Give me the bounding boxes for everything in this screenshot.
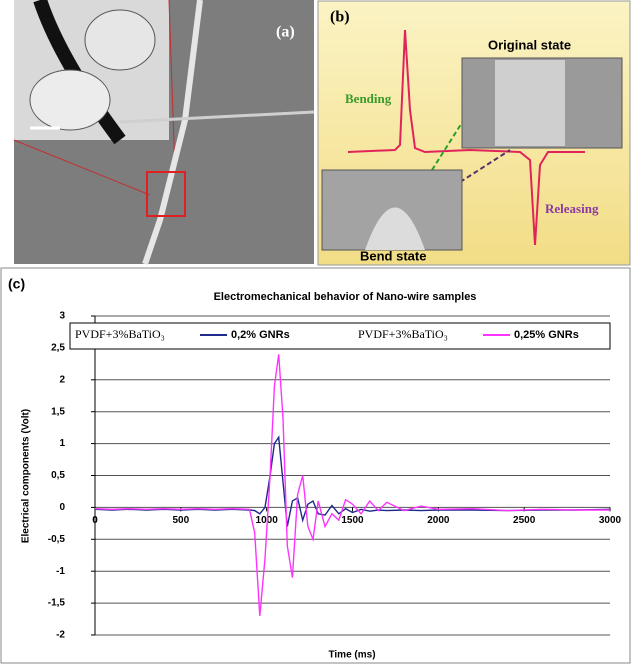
cell xyxy=(85,10,155,70)
y-tick-label: -0,5 xyxy=(48,534,66,545)
photo-detail xyxy=(495,60,565,146)
annotation: Original state xyxy=(488,37,571,52)
y-tick-label: 1 xyxy=(59,438,65,449)
panel-label: (b) xyxy=(330,9,350,26)
y-tick-label: 0 xyxy=(59,502,65,513)
y-tick-label: 3 xyxy=(59,311,65,322)
y-axis-label: Electrical components (Volt) xyxy=(21,409,32,543)
x-tick-label: 500 xyxy=(172,515,189,526)
panel-label: (c) xyxy=(8,276,25,292)
y-tick-label: 1,5 xyxy=(51,406,65,417)
x-axis-label: Time (ms) xyxy=(328,650,375,661)
x-tick-label: 1500 xyxy=(341,515,364,526)
legend-label: 0,2% GNRs xyxy=(231,329,290,341)
y-tick-label: 0,5 xyxy=(51,470,65,481)
annotation: Bending xyxy=(345,91,392,106)
figure: (a) (b) Original state Bending Releasing… xyxy=(0,0,631,664)
x-tick-label: 2500 xyxy=(513,515,536,526)
y-tick-label: 2 xyxy=(59,374,65,385)
annotation: Bend state xyxy=(360,248,426,263)
legend-label: 0,25% GNRs xyxy=(514,329,579,341)
panel-b: (b) Original state Bending Releasing Ben… xyxy=(318,1,630,265)
annotation: Releasing xyxy=(545,201,599,216)
panel-a: (a) xyxy=(14,0,314,264)
panel-label: (a) xyxy=(276,24,295,41)
y-tick-label: -1 xyxy=(56,566,65,577)
legend-prefix: PVDF+3%BaTiO₃ xyxy=(358,327,448,341)
y-tick-label: -1,5 xyxy=(48,598,66,609)
x-tick-label: 2000 xyxy=(427,515,450,526)
cell xyxy=(30,70,110,130)
figure-canvas: (a) (b) Original state Bending Releasing… xyxy=(0,0,631,664)
chart-title: Electromechanical behavior of Nano-wire … xyxy=(214,291,477,303)
x-tick-label: 0 xyxy=(92,515,98,526)
y-tick-label: -2 xyxy=(56,630,65,641)
y-tick-label: 2,5 xyxy=(51,343,65,354)
x-tick-label: 3000 xyxy=(599,515,622,526)
legend-prefix: PVDF+3%BaTiO₃ xyxy=(75,327,165,341)
